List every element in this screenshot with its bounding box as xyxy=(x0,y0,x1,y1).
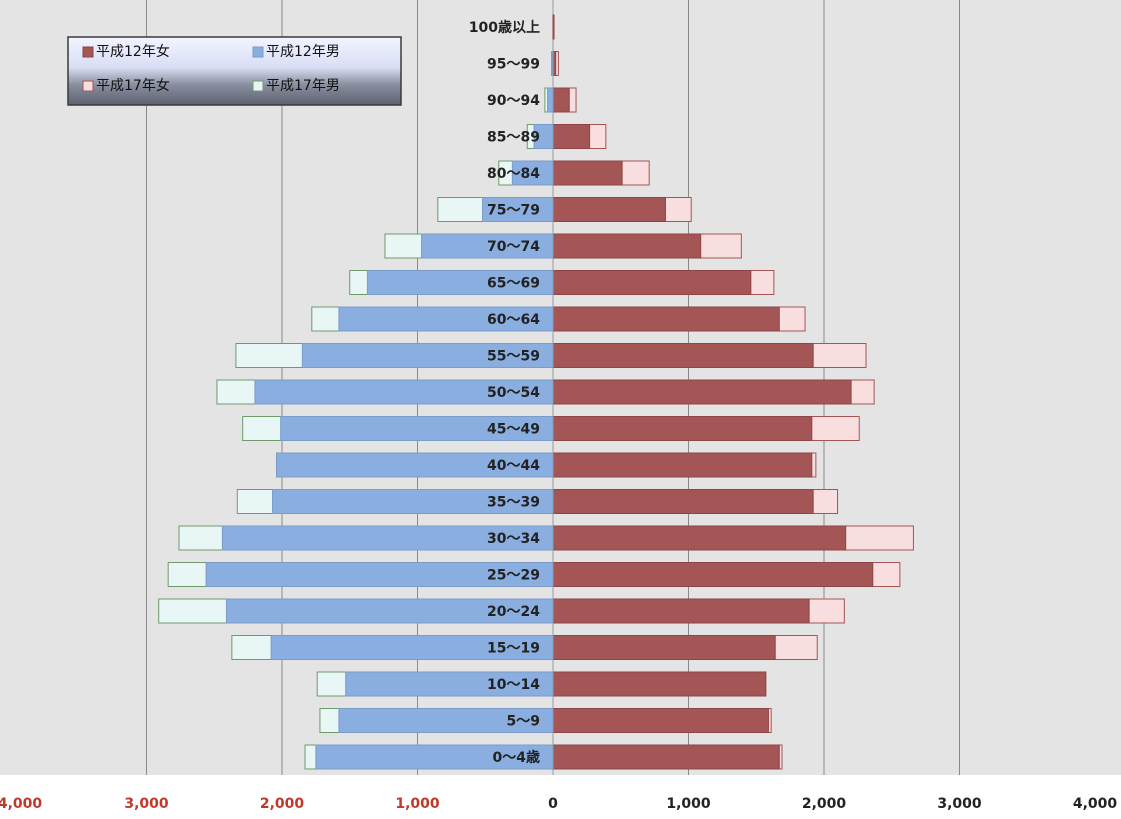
age-group-label: 90～94 xyxy=(487,93,540,109)
age-group-label: 35～39 xyxy=(487,495,540,511)
legend-label: 平成17年男 xyxy=(266,78,340,94)
bar-male-h12 xyxy=(270,635,554,660)
age-group-label: 75～79 xyxy=(487,203,540,219)
bar-female-h12 xyxy=(552,343,814,368)
legend-label: 平成12年男 xyxy=(266,44,340,60)
bar-female-h12 xyxy=(552,708,769,733)
legend-label: 平成17年女 xyxy=(96,77,170,94)
age-group-label: 65～69 xyxy=(487,276,540,292)
bar-female-h12 xyxy=(552,671,767,697)
bar-male-h12 xyxy=(338,306,554,332)
bar-male-h12 xyxy=(482,197,554,222)
bar-female-h12 xyxy=(552,452,813,478)
age-group-label: 60～64 xyxy=(487,312,540,328)
bar-male-h12 xyxy=(225,598,554,624)
age-group-label: 50～54 xyxy=(487,385,540,401)
age-group-label: 55～59 xyxy=(487,349,540,365)
bar-male-h12 xyxy=(272,489,554,514)
bar-female-h12 xyxy=(552,379,852,405)
bar-female-h12 xyxy=(552,744,780,770)
bar-female-h12 xyxy=(552,562,874,587)
bar-male-h12 xyxy=(338,708,554,733)
x-tick-label: 1,000 xyxy=(666,796,711,812)
bar-male-h12 xyxy=(205,562,554,587)
bar-female-h12 xyxy=(552,87,570,113)
bar-female-h12 xyxy=(552,598,810,624)
legend-swatch xyxy=(82,46,94,58)
age-group-label: 85～89 xyxy=(487,130,540,146)
age-group-label: 70～74 xyxy=(487,239,540,255)
bar-female-h12 xyxy=(552,306,780,332)
bar-male-h12 xyxy=(421,233,554,259)
age-group-label: 45～49 xyxy=(487,422,540,438)
bar-male-h12 xyxy=(315,744,554,770)
bar-male-h12 xyxy=(221,525,554,551)
bar-male-h12 xyxy=(301,343,554,368)
bar-male-h12 xyxy=(551,51,554,76)
x-axis-ticks: 4,000 3,000 2,000 1,000 0 1,000 2,000 3,000 4,00… xyxy=(0,796,1117,812)
bar-male-h12 xyxy=(276,452,554,478)
age-group-label: 15～19 xyxy=(487,641,540,657)
bar-series xyxy=(158,14,914,770)
x-tick-label: 4,000 xyxy=(1073,796,1118,812)
bar-female-h12 xyxy=(552,160,623,186)
bar-male-h12 xyxy=(345,671,554,697)
age-group-label: 100歳以上 xyxy=(469,19,540,36)
bar-male-h12 xyxy=(511,160,554,186)
bar-male-h12 xyxy=(280,416,554,441)
bar-female-h12 xyxy=(552,233,702,259)
x-tick-label: 2,000 xyxy=(802,796,847,812)
bar-female-h12 xyxy=(552,197,666,222)
bar-male-h12 xyxy=(254,379,554,405)
legend-box xyxy=(67,36,402,106)
age-group-label: 25～29 xyxy=(487,568,540,584)
bar-female-h12 xyxy=(552,270,752,295)
age-group-label: 5～9 xyxy=(507,714,540,730)
age-labels: 100歳以上 95～99 90～94 85～89 80～84 75～79 70～74 65～6… xyxy=(469,19,540,766)
legend-swatch xyxy=(252,46,264,58)
age-group-label: 40～44 xyxy=(487,458,540,474)
age-group-label: 30～34 xyxy=(487,531,540,547)
bar-male-h12 xyxy=(366,270,554,295)
legend-label: 平成12年女 xyxy=(96,43,170,60)
bar-female-h12 xyxy=(552,416,813,441)
bar-female-h12 xyxy=(552,489,814,514)
age-group-label: 10～14 xyxy=(487,677,540,693)
legend-swatch xyxy=(82,80,94,92)
x-tick-label: 3,000 xyxy=(124,796,169,812)
bar-male-h12 xyxy=(533,124,554,149)
bar-female-h12 xyxy=(552,124,591,149)
x-tick-label: 4,000 xyxy=(0,796,42,812)
bar-female-h12 xyxy=(552,635,776,660)
x-tick-label: 1,000 xyxy=(395,796,440,812)
age-group-label: 95～99 xyxy=(487,57,540,73)
bar-male-h12 xyxy=(547,87,554,113)
x-tick-label: 3,000 xyxy=(937,796,982,812)
bar-female-h12 xyxy=(552,525,847,551)
x-tick-label: 0 xyxy=(548,796,558,812)
age-group-label: 0～4歳 xyxy=(493,749,540,766)
age-group-label: 80～84 xyxy=(487,166,540,182)
legend-swatch xyxy=(252,80,264,92)
age-group-label: 20～24 xyxy=(487,604,540,620)
x-tick-label: 2,000 xyxy=(260,796,305,812)
